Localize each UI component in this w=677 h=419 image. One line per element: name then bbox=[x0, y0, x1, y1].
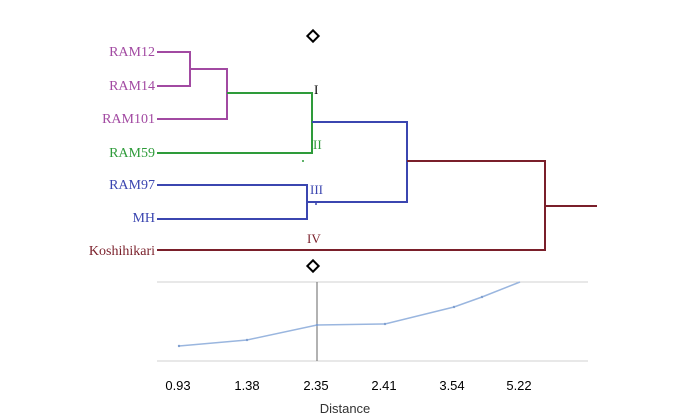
tick-labels: 0.93 1.38 2.35 2.41 3.54 5.22 bbox=[165, 378, 531, 393]
tick-label: 3.54 bbox=[439, 378, 464, 393]
branch-ram12-ram14-to-ram101 bbox=[157, 68, 228, 120]
cluster-label-i: I bbox=[314, 82, 318, 97]
branch-purple-to-ram59 bbox=[157, 92, 313, 154]
leaf-label-koshihikari: Koshihikari bbox=[89, 244, 155, 259]
marker-dot bbox=[302, 160, 304, 162]
tick-label: 0.93 bbox=[165, 378, 190, 393]
leaf-label-ram14: RAM14 bbox=[109, 79, 155, 94]
leaf-label-mh: MH bbox=[132, 211, 155, 226]
tick-label: 2.41 bbox=[371, 378, 396, 393]
tick-label: 5.22 bbox=[506, 378, 531, 393]
branch-ram12-ram14 bbox=[157, 51, 191, 87]
diamond-handle-top-icon[interactable] bbox=[305, 28, 321, 44]
branch-group-green bbox=[157, 92, 313, 154]
leaf-label-ram12: RAM12 bbox=[109, 45, 155, 60]
leaf-label-ram97: RAM97 bbox=[109, 178, 155, 193]
leaf-labels: RAM12 RAM14 RAM101 RAM59 RAM97 MH Koshih… bbox=[89, 45, 155, 259]
leaf-label-ram101: RAM101 bbox=[102, 112, 155, 127]
distance-curve-points bbox=[177, 295, 484, 348]
distance-curve bbox=[178, 281, 521, 347]
marker-dot bbox=[315, 203, 317, 205]
branch-group-purple bbox=[157, 51, 228, 120]
branch-group-maroon bbox=[157, 160, 597, 251]
cluster-label-iii: III bbox=[310, 182, 323, 197]
x-axis-title: Distance bbox=[320, 401, 371, 416]
distance-plot bbox=[157, 281, 588, 362]
tick-label: 1.38 bbox=[234, 378, 259, 393]
cluster-labels: I II III IV bbox=[307, 82, 323, 246]
leaf-label-ram59: RAM59 bbox=[109, 146, 155, 161]
diamond-handle-bottom-icon[interactable] bbox=[305, 258, 321, 274]
branch-ram97-mh bbox=[157, 184, 308, 220]
cluster-label-iv: IV bbox=[307, 231, 321, 246]
tick-label: 2.35 bbox=[303, 378, 328, 393]
branch-group-blue bbox=[157, 121, 408, 220]
branch-root-join bbox=[157, 160, 546, 251]
cluster-label-ii: II bbox=[313, 137, 322, 152]
